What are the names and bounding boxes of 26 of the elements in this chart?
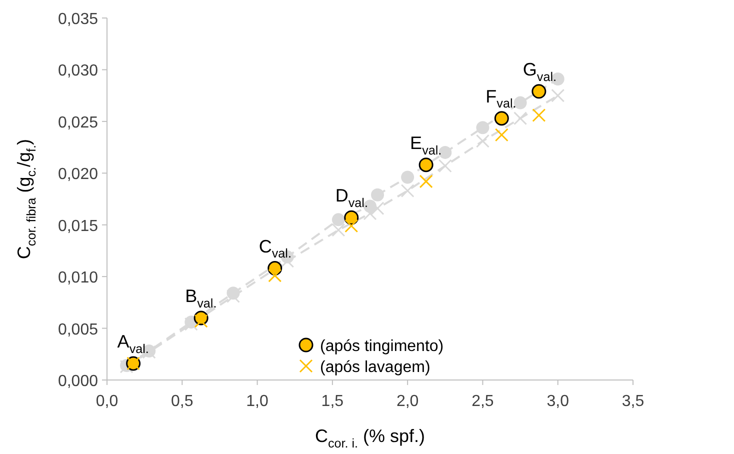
x-tick-label: 3,5 (622, 393, 644, 410)
annotation: G$_{val.}$ (522, 59, 557, 84)
x-tick-label: 0,5 (171, 393, 194, 410)
x-tick-label: 0,0 (96, 393, 118, 410)
x-tick-label: 1,5 (321, 393, 344, 410)
annotation: A$_{val.}$ (117, 331, 149, 356)
annotation: E$_{val.}$ (410, 132, 442, 158)
y-tick-label: 0,010 (58, 270, 98, 287)
y-tick-label: 0,020 (58, 166, 98, 184)
annotation: C$_{val.}$ (258, 236, 292, 261)
x-axis-title: C$_{cor. i.}$ (% spf.) (314, 426, 426, 450)
legend-label: (após lavagem) (320, 359, 430, 376)
annotation: B$_{val.}$ (185, 286, 217, 310)
x-tick-label: 2,5 (472, 393, 494, 410)
x-tick-label: 3,0 (546, 393, 570, 410)
x-tick-label: 1,0 (246, 393, 269, 410)
annotation: F$_{val.}$ (486, 86, 516, 111)
legend-label: (após tingimento) (320, 338, 444, 355)
y-tick-label: 0,015 (58, 218, 98, 235)
y-tick-label: 0,035 (58, 11, 98, 28)
y-tick-label: 0,005 (58, 321, 98, 338)
y-tick-label: 0,030 (58, 62, 98, 80)
y-tick-label: 0,025 (58, 114, 98, 132)
y-tick-label: 0,000 (58, 373, 98, 390)
annotation: D$_{val.}$ (335, 186, 368, 210)
x-tick-label: 2,0 (396, 393, 419, 410)
